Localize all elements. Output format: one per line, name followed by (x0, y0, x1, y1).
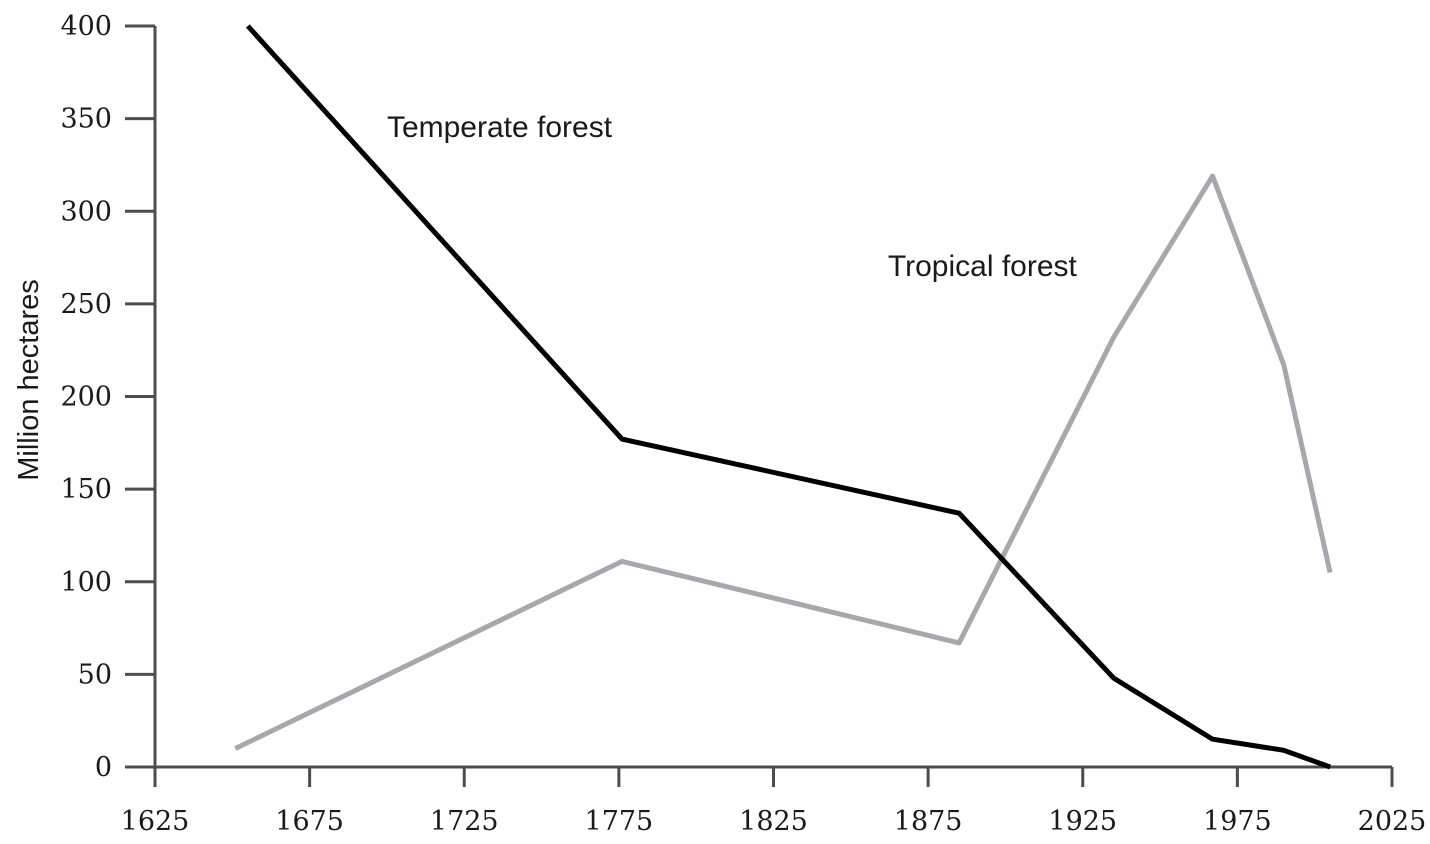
y-tick-label: 50 (78, 659, 112, 690)
series-labels: Temperate forest Tropical forest (387, 111, 1078, 283)
series-line-temperate-forest (245, 24, 1331, 770)
x-tick-label: 1825 (739, 806, 808, 837)
axes: 0 50 100 150 200 250 300 350 400 1625 1675 1725 177… (60, 11, 1426, 837)
y-tick-label: 0 (95, 752, 112, 783)
y-tick-label: 250 (60, 289, 112, 320)
x-ticks: 1625 1675 1725 1775 1825 1875 1925 1975 2025 (121, 767, 1427, 837)
y-tick-label: 350 (60, 104, 112, 135)
x-tick-label: 1925 (1048, 806, 1117, 837)
series-label-temperate-forest: Temperate forest (387, 111, 613, 144)
x-tick-label: 1625 (121, 806, 190, 837)
y-tick-label: 150 (60, 474, 112, 505)
y-tick-label: 100 (60, 567, 112, 598)
x-tick-label: 2025 (1358, 806, 1427, 837)
y-tick-label: 200 (60, 382, 112, 413)
x-tick-label: 1775 (585, 806, 654, 837)
x-tick-label: 1875 (894, 806, 963, 837)
y-ticks: 0 50 100 150 200 250 300 350 400 (60, 11, 155, 783)
x-tick-label: 1725 (430, 806, 499, 837)
y-tick-label: 400 (60, 11, 112, 42)
x-tick-label: 1975 (1203, 806, 1272, 837)
y-tick-label: 300 (60, 196, 112, 227)
y-axis-title: Million hectares (13, 279, 45, 480)
series-label-tropical-forest: Tropical forest (888, 250, 1078, 283)
series-lines (234, 24, 1333, 770)
series-line-tropical-forest (234, 173, 1333, 751)
x-tick-label: 1675 (275, 806, 344, 837)
